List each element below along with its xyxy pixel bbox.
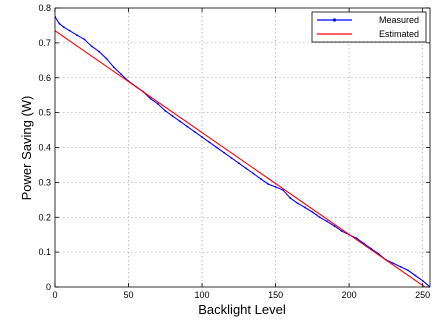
- x-tick-label: 50: [124, 290, 134, 300]
- data-point-measured: [407, 269, 409, 272]
- legend-box: [311, 11, 427, 43]
- data-point-measured: [120, 73, 123, 76]
- data-point-measured: [392, 262, 395, 265]
- y-tick-label: 0.5: [38, 108, 51, 118]
- legend-marker-measured: [332, 18, 337, 22]
- data-point-measured: [245, 167, 248, 170]
- data-point-measured: [252, 172, 255, 175]
- data-point-measured: [230, 157, 233, 159]
- data-point-measured: [296, 202, 299, 205]
- x-tick-label: 200: [342, 290, 357, 300]
- legend-label-estimated: Estimated: [379, 29, 419, 39]
- series-layer: [55, 15, 430, 287]
- data-point-measured: [223, 151, 226, 154]
- x-tick-label: 0: [52, 290, 57, 300]
- data-point-measured: [62, 26, 65, 29]
- data-point-measured: [414, 274, 417, 277]
- y-tick-label: 0.1: [38, 247, 51, 257]
- x-tick-label: 250: [415, 290, 430, 300]
- y-tick-label: 0.7: [38, 38, 51, 48]
- data-point-measured: [186, 125, 189, 128]
- series-line-measured: [55, 16, 430, 287]
- data-point-measured: [274, 186, 277, 188]
- data-point-measured: [259, 177, 262, 180]
- data-point-measured: [193, 130, 196, 133]
- data-point-measured: [83, 38, 86, 41]
- data-point-measured: [157, 103, 159, 105]
- data-point-measured: [237, 162, 240, 165]
- data-point-measured: [68, 29, 71, 32]
- y-axis-label: Power Saving (W): [19, 96, 34, 201]
- data-point-measured: [201, 136, 203, 138]
- y-tick-label: 0: [46, 282, 51, 292]
- data-point-measured: [304, 206, 306, 209]
- data-point-measured: [76, 34, 78, 37]
- data-point-measured: [326, 220, 328, 223]
- data-point-measured: [149, 97, 152, 100]
- data-point-measured: [318, 216, 321, 219]
- legend-label-measured: Measured: [379, 15, 419, 25]
- y-tick-label: 0.3: [38, 177, 51, 187]
- data-point-measured: [340, 230, 343, 233]
- y-tick-label: 0.6: [38, 73, 51, 83]
- data-point-measured: [421, 279, 424, 282]
- data-point-measured: [171, 115, 174, 118]
- data-point-measured: [98, 50, 101, 53]
- data-point-measured: [164, 109, 167, 112]
- grid: [55, 8, 430, 287]
- data-point-measured: [58, 22, 61, 25]
- x-tick-label: 100: [195, 290, 210, 300]
- data-point-measured: [105, 57, 108, 60]
- data-point-measured: [267, 183, 270, 186]
- series-measured: [55, 15, 430, 287]
- data-point-measured: [311, 211, 314, 213]
- series-estimated: [55, 30, 426, 287]
- y-tick-label: 0.4: [38, 143, 51, 153]
- data-point-measured: [90, 45, 93, 48]
- series-line-estimated: [55, 30, 426, 287]
- legend: Measured Estimated: [311, 11, 427, 43]
- y-tick-label: 0.8: [38, 3, 51, 13]
- x-axis-label: Backlight Level: [198, 302, 286, 317]
- data-point-measured: [282, 189, 284, 191]
- data-point-measured: [215, 146, 218, 149]
- data-point-measured: [208, 141, 211, 144]
- data-point-measured: [289, 197, 292, 199]
- x-tick-label: 150: [268, 290, 283, 300]
- y-ticks: 0 0.1 0.2 0.3 0.4 0.5 0.6 0.7 0.8: [38, 3, 430, 292]
- data-point-measured: [179, 120, 181, 123]
- data-point-measured: [112, 66, 115, 69]
- y-tick-label: 0.2: [38, 212, 51, 222]
- data-point-measured: [399, 265, 402, 268]
- x-ticks: 0 50 100 150 200 250: [52, 8, 430, 300]
- data-point-measured: [333, 225, 336, 227]
